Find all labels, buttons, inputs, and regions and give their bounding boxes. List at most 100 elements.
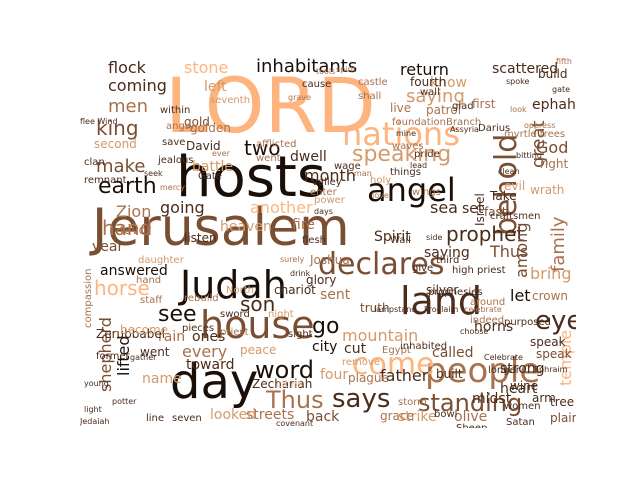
cloud-word: gate: [552, 85, 571, 94]
cloud-word: back: [306, 409, 340, 425]
cloud-word: compassion: [83, 268, 94, 329]
cloud-word: come: [352, 347, 435, 382]
cloud-word: strong: [500, 361, 545, 377]
cloud-word: Satan: [506, 417, 535, 428]
cloud-word: saying: [424, 245, 470, 261]
cloud-word: gold: [184, 115, 210, 129]
cloud-word: within: [160, 105, 191, 116]
cloud-word: went: [256, 153, 281, 164]
cloud-word: glory: [306, 273, 337, 287]
cloud-word: Zechariah: [252, 377, 313, 391]
cloud-word: line: [146, 413, 165, 424]
cloud-word: Thus: [490, 242, 529, 261]
cloud-word: ones: [192, 329, 226, 345]
cloud-word: go: [312, 314, 340, 339]
cloud-word: Zerubbabel: [96, 327, 166, 341]
cloud-word: arm: [532, 391, 556, 405]
cloud-word: looked: [210, 407, 257, 423]
cloud-word: son: [240, 292, 276, 316]
cloud-word: power: [314, 195, 345, 206]
cloud-word: fast: [484, 205, 507, 219]
cloud-word: tools: [316, 67, 336, 76]
cloud-word: Assyria: [450, 125, 479, 134]
cloud-word: chariot: [274, 283, 316, 297]
cloud-word: sea: [430, 198, 458, 217]
cloud-word: first: [472, 97, 496, 111]
cloud-word: lead: [410, 161, 428, 170]
cloud-word: wall: [420, 87, 440, 98]
cloud-word: spoke: [506, 77, 530, 86]
cloud-word: listen: [184, 231, 217, 245]
cloud-word: name: [142, 371, 182, 387]
cloud-word: purposed: [504, 317, 551, 328]
cloud-word: angel: [367, 171, 456, 209]
cloud-word: Joshua: [310, 253, 350, 267]
cloud-word: waves: [392, 141, 424, 152]
cloud-word: horns: [474, 319, 514, 335]
cloud-word: sight: [288, 329, 313, 340]
cloud-word: plague: [348, 371, 389, 385]
cloud-word: potter: [112, 397, 137, 406]
cloud-word: gather: [130, 353, 157, 362]
cloud-word: storm: [398, 397, 427, 408]
cloud-word: speak: [536, 347, 572, 361]
cloud-word: Sheep: [456, 424, 487, 429]
cloud-word: battle: [192, 159, 233, 175]
cloud-word: heart: [500, 381, 538, 397]
cloud-word: grave: [288, 93, 311, 102]
cloud-word: God: [536, 138, 569, 157]
cloud-word: oppress: [524, 121, 556, 130]
cloud-word: pride: [414, 149, 440, 160]
cloud-word: eye: [535, 306, 576, 336]
cloud-word: dwell: [290, 149, 327, 165]
cloud-word: father: [380, 366, 429, 385]
cloud-word: land: [400, 279, 483, 323]
cloud-word: bring: [530, 264, 572, 283]
cloud-word: craftsmen: [490, 211, 541, 222]
cloud-word: make: [96, 156, 146, 177]
cloud-word: seek: [144, 169, 163, 178]
cloud-word: standing: [418, 389, 523, 417]
cloud-word: Judah: [180, 263, 287, 307]
cloud-word: tree: [550, 395, 575, 409]
cloud-word: family: [548, 216, 569, 272]
cloud-word: house: [200, 303, 315, 347]
cloud-word: pieces: [182, 323, 215, 334]
cloud-word: word: [255, 356, 314, 384]
cloud-word: know: [430, 75, 467, 91]
cloud-word: Take: [490, 189, 517, 203]
cloud-word: afflicted: [256, 139, 297, 150]
cloud-word: LORD: [165, 61, 376, 150]
cloud-word: horse: [94, 276, 150, 300]
cloud-word: around: [470, 297, 506, 308]
cloud-word: built: [436, 367, 463, 381]
cloud-word: four: [320, 367, 349, 383]
cloud-word: longer: [488, 365, 520, 376]
cloud-word: says: [332, 384, 391, 414]
cloud-word: prophet: [446, 222, 525, 246]
cloud-word: clean: [498, 167, 520, 176]
word-cloud: LORD hosts Jerusalem day land house peop…: [80, 58, 576, 428]
cloud-word: things: [390, 167, 421, 178]
cloud-word: strike: [398, 409, 437, 425]
cloud-word: speak: [530, 335, 566, 349]
cloud-word: mine: [396, 129, 417, 138]
cloud-word: fourth: [410, 75, 447, 89]
cloud-word: Egypt: [382, 345, 411, 356]
cloud-word: David: [186, 139, 221, 153]
cloud-word: hand: [102, 216, 153, 240]
cloud-word: month: [304, 166, 356, 185]
cloud-word: jealous: [158, 155, 194, 166]
cloud-word: hand: [136, 275, 162, 286]
cloud-word: side: [426, 233, 443, 242]
cloud-word: return: [400, 60, 449, 79]
cloud-word: Proclaim: [424, 305, 459, 314]
cloud-word: wage: [334, 161, 361, 172]
cloud-word: enter: [310, 187, 337, 198]
cloud-word: Gate: [198, 171, 222, 182]
cloud-word: king: [96, 116, 139, 140]
cloud-word: celebrate: [464, 305, 502, 314]
cloud-word: valley: [312, 177, 342, 188]
cloud-word: ephah: [532, 97, 576, 113]
cloud-word: mercy: [160, 183, 185, 192]
